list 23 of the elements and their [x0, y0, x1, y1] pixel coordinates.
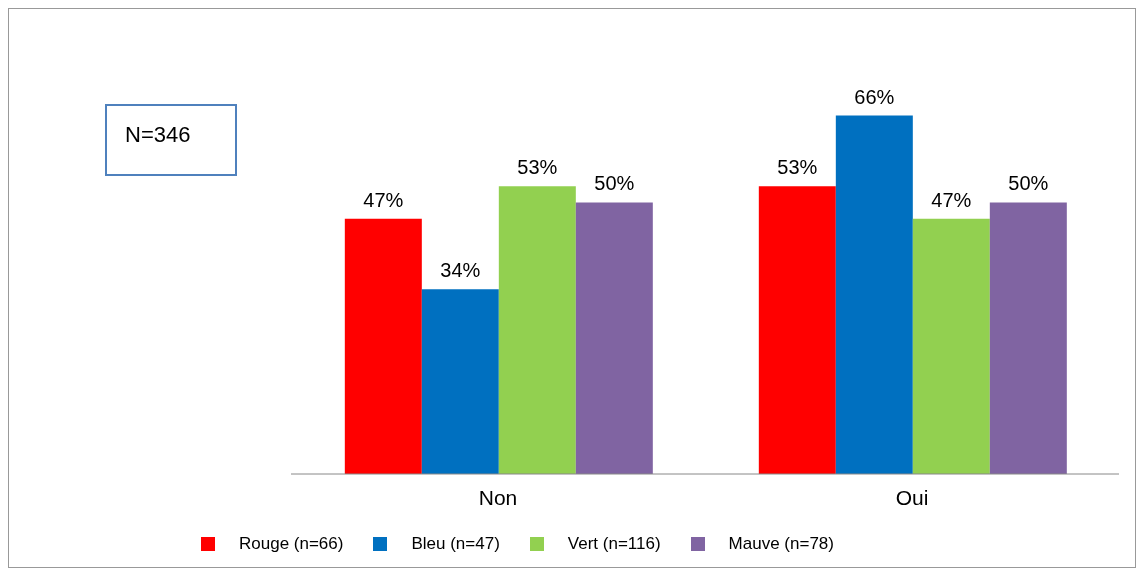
legend-label: Bleu (n=47) [410, 534, 500, 554]
bar [835, 115, 913, 474]
data-label: 53% [777, 156, 818, 179]
data-label: 47% [931, 188, 972, 211]
data-label: 50% [594, 172, 635, 195]
legend-label: Mauve (n=78) [727, 534, 834, 554]
bar [498, 186, 576, 474]
bar [421, 289, 499, 474]
legend-label: Rouge (n=66) [238, 534, 344, 554]
bar [912, 218, 990, 474]
legend-label: Vert (n=116) [566, 534, 661, 554]
data-label: 34% [440, 259, 481, 282]
data-label: 66% [854, 85, 895, 108]
data-label: 53% [517, 156, 558, 179]
bar [989, 202, 1067, 474]
bar [758, 186, 836, 474]
data-label: 47% [363, 188, 404, 211]
text: N=346 [105, 104, 237, 176]
x-tick-label: Non [478, 485, 518, 509]
x-tick-label: Oui [895, 485, 929, 509]
data-label: 50% [1008, 172, 1049, 195]
bar [344, 218, 422, 474]
bar [575, 202, 653, 474]
